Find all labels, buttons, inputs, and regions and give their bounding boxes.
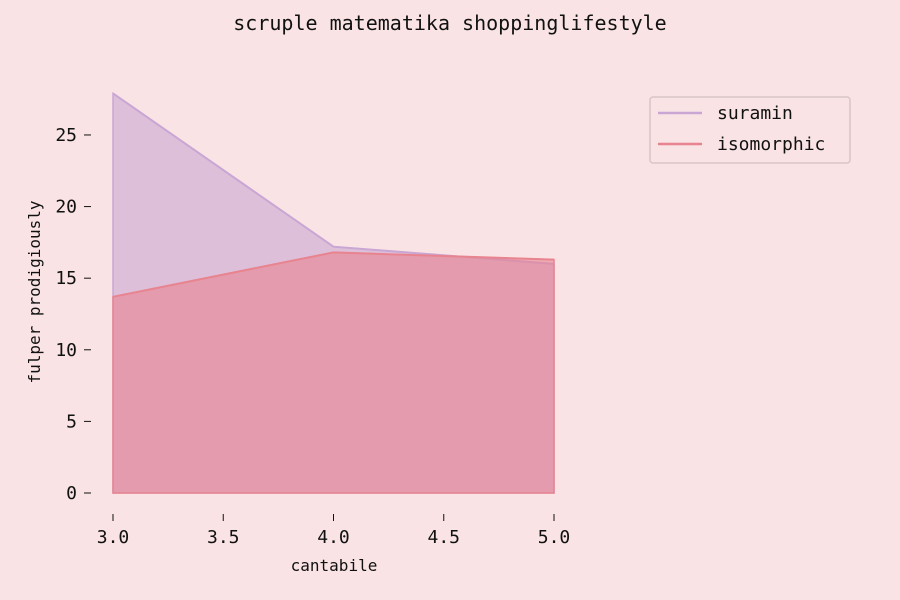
series-layer (112, 91, 555, 494)
chart-title: scruple matematika shoppinglifestyle (233, 11, 666, 35)
legend: suramin isomorphic (649, 96, 851, 164)
y-tick-label: 20 (55, 197, 77, 218)
y-tick-label: 0 (66, 483, 77, 504)
y-axis-label: fulper prodigiously (25, 200, 44, 383)
x-axis-label: cantabile (291, 556, 378, 575)
x-tick-label: 3.0 (97, 527, 130, 548)
y-tick-label: 15 (55, 268, 77, 289)
x-tick-label: 4.5 (427, 527, 460, 548)
y-tick-label: 10 (55, 340, 77, 361)
x-tick-label: 4.0 (317, 527, 350, 548)
y-axis: 0 5 10 15 20 25 (55, 125, 91, 504)
y-tick-label: 5 (66, 411, 77, 432)
x-tick-label: 3.5 (207, 527, 240, 548)
x-axis: 3.0 3.5 4.0 4.5 5.0 (97, 514, 571, 548)
x-tick-label: 5.0 (538, 527, 571, 548)
legend-label-isomorphic: isomorphic (717, 134, 825, 155)
legend-label-suramin: suramin (717, 103, 793, 124)
area-isomorphic (112, 251, 555, 494)
y-tick-label: 25 (55, 125, 77, 146)
